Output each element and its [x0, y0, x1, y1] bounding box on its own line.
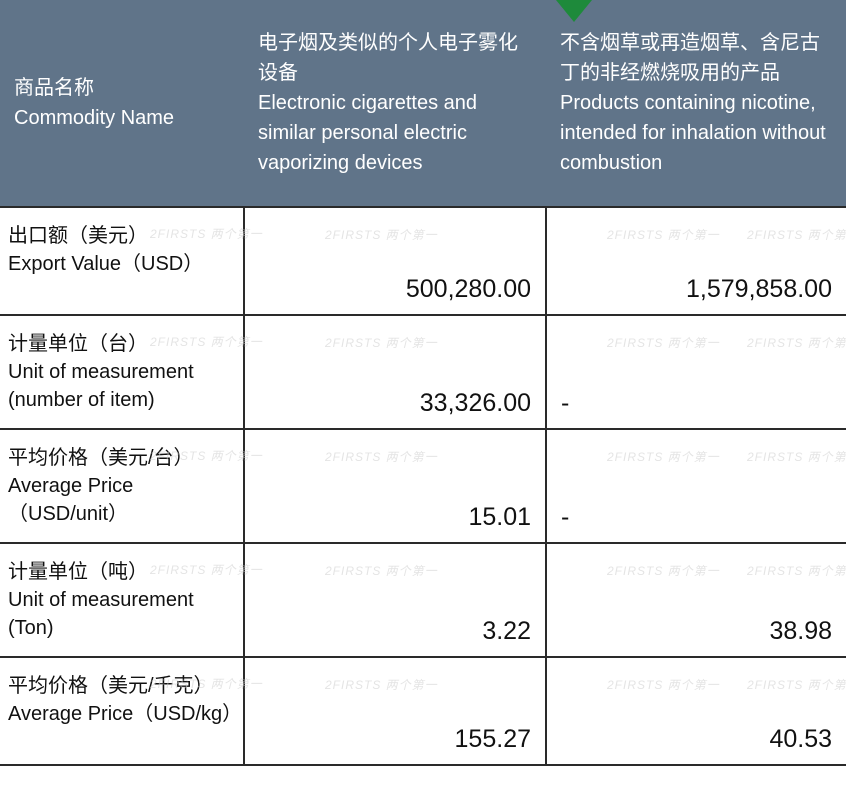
row-label-en: Export Value（USD）: [8, 250, 235, 278]
table-row: 平均价格（美元/千克）Average Price（USD/kg） 2FIRSTS …: [0, 657, 846, 765]
row-label: 计量单位（台）Unit of measurement (number of it…: [0, 315, 244, 429]
row-value-1: 15.012FIRSTS 两个第一: [244, 429, 546, 543]
watermark-text: 2FIRSTS 两个第一: [747, 562, 846, 579]
header-col3-en: Products containing nicotine, intended f…: [560, 88, 832, 178]
header-col2-en: Electronic cigarettes and similar person…: [258, 88, 532, 178]
row-label: 平均价格（美元/千克）Average Price（USD/kg）2FIRSTS …: [0, 657, 244, 765]
header-col3-cn: 不含烟草或再造烟草、含尼古丁的非经燃烧吸用的产品: [560, 28, 832, 88]
table-body: 出口额（美元） Export Value（USD）2FIRSTS 两个第一500…: [0, 207, 846, 765]
watermark-text: 2FIRSTS 两个第一: [325, 226, 438, 243]
watermark-text: 2FIRSTS 两个第一: [325, 562, 438, 579]
watermark-text: 2FIRSTS 两个第一: [607, 226, 720, 243]
watermark-text: 2FIRSTS 两个第一: [607, 676, 720, 693]
watermark-text: 2FIRSTS 两个第一: [607, 448, 720, 465]
watermark-text: 2FIRSTS 两个第一: [325, 334, 438, 351]
commodity-export-table: 商品名称 Commodity Name 电子烟及类似的个人电子雾化设备 Elec…: [0, 0, 846, 766]
row-label-cn: 计量单位（台）: [8, 330, 235, 358]
header-ecig-devices: 电子烟及类似的个人电子雾化设备 Electronic cigarettes an…: [244, 0, 546, 207]
row-value-1: 500,280.002FIRSTS 两个第一: [244, 207, 546, 315]
row-label-cn: 平均价格（美元/台）: [8, 444, 235, 472]
row-value-2: 1,579,858.002FIRSTS 两个第一2FIRSTS 两个第一: [546, 207, 846, 315]
row-label: 出口额（美元） Export Value（USD）2FIRSTS 两个第一: [0, 207, 244, 315]
watermark-text: 2FIRSTS 两个第一: [325, 448, 438, 465]
watermark-text: 2FIRSTS 两个第一: [607, 334, 720, 351]
row-value-1: 155.272FIRSTS 两个第一: [244, 657, 546, 765]
row-value-2: -2FIRSTS 两个第一2FIRSTS 两个第一: [546, 315, 846, 429]
row-value-2: 40.532FIRSTS 两个第一2FIRSTS 两个第一: [546, 657, 846, 765]
watermark-text: 2FIRSTS 两个第一: [747, 676, 846, 693]
row-label-en: Average Price（USD/kg）: [8, 700, 235, 728]
header-nicotine-products: 不含烟草或再造烟草、含尼古丁的非经燃烧吸用的产品 Products contai…: [546, 0, 846, 207]
row-label: 计量单位（吨）Unit of measurement (Ton)2FIRSTS …: [0, 543, 244, 657]
header-col2-cn: 电子烟及类似的个人电子雾化设备: [258, 28, 532, 88]
watermark-text: 2FIRSTS 两个第一: [607, 562, 720, 579]
watermark-text: 2FIRSTS 两个第一: [747, 226, 846, 243]
header-col1-cn: 商品名称: [14, 73, 230, 103]
table-row: 平均价格（美元/台）Average Price（USD/unit） 2FIRSTS…: [0, 429, 846, 543]
row-value-1: 3.222FIRSTS 两个第一: [244, 543, 546, 657]
row-label-cn: 计量单位（吨）: [8, 558, 235, 586]
row-label-en: Average Price（USD/unit）: [8, 472, 235, 528]
row-label-en: Unit of measurement (Ton): [8, 586, 235, 642]
row-value-2: 38.982FIRSTS 两个第一2FIRSTS 两个第一: [546, 543, 846, 657]
watermark-text: 2FIRSTS 两个第一: [325, 676, 438, 693]
row-value-2: -2FIRSTS 两个第一2FIRSTS 两个第一: [546, 429, 846, 543]
watermark-text: 2FIRSTS 两个第一: [747, 334, 846, 351]
watermark-text: 2FIRSTS 两个第一: [747, 448, 846, 465]
row-label-cn: 出口额（美元）: [8, 222, 235, 250]
row-label-cn: 平均价格（美元/千克）: [8, 672, 235, 700]
pointer-triangle-icon: [556, 0, 592, 22]
header-commodity-name: 商品名称 Commodity Name: [0, 0, 244, 207]
row-value-1: 33,326.002FIRSTS 两个第一: [244, 315, 546, 429]
table-row: 出口额（美元） Export Value（USD）2FIRSTS 两个第一500…: [0, 207, 846, 315]
table-header-row: 商品名称 Commodity Name 电子烟及类似的个人电子雾化设备 Elec…: [0, 0, 846, 207]
header-col1-en: Commodity Name: [14, 103, 230, 133]
table-row: 计量单位（吨）Unit of measurement (Ton) 2FIRSTS …: [0, 543, 846, 657]
row-label-en: Unit of measurement (number of item): [8, 358, 235, 414]
row-label: 平均价格（美元/台）Average Price（USD/unit）2FIRSTS…: [0, 429, 244, 543]
table-row: 计量单位（台）Unit of measurement (number of it…: [0, 315, 846, 429]
